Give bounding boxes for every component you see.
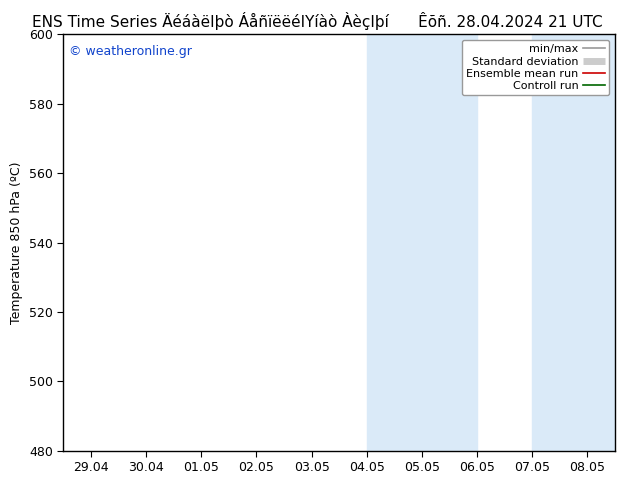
Y-axis label: Temperature 850 hPa (ºC): Temperature 850 hPa (ºC) bbox=[10, 161, 23, 324]
Text: © weatheronline.gr: © weatheronline.gr bbox=[69, 45, 192, 58]
Legend: min/max, Standard deviation, Ensemble mean run, Controll run: min/max, Standard deviation, Ensemble me… bbox=[462, 40, 609, 96]
Text: ENS Time Series ÄéáàëIþò ÁåñïëëéIYíàò ÀèçIþí      Êõñ. 28.04.2024 21 UTC: ENS Time Series ÄéáàëIþò ÁåñïëëéIYíàò Àè… bbox=[32, 12, 602, 30]
Bar bbox=[533, 34, 615, 451]
Bar bbox=[366, 34, 477, 451]
